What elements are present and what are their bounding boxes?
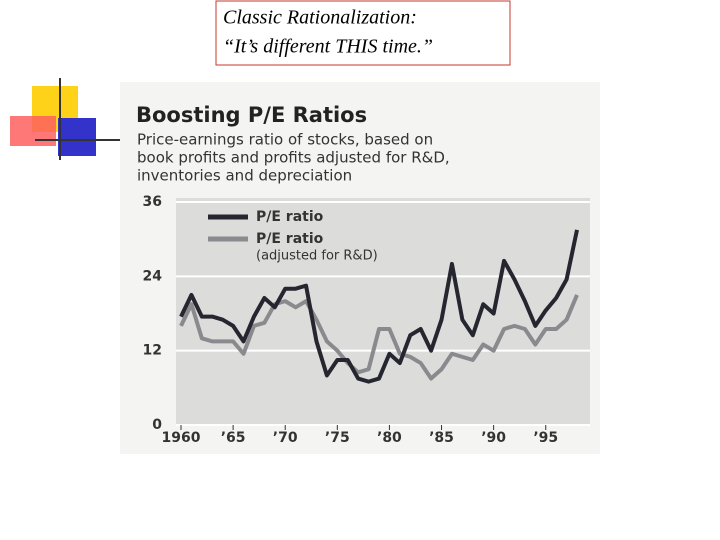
legend-note: (adjusted for R&D) xyxy=(256,249,378,264)
x-tick-label: ’70 xyxy=(273,430,298,446)
chart-subtitle: inventories and depreciation xyxy=(137,167,352,185)
decoration xyxy=(10,78,125,160)
x-tick-label: ’80 xyxy=(377,430,402,446)
slide-title-line: “It’s different THIS time.” xyxy=(223,36,433,58)
x-tick-label: ’95 xyxy=(533,430,558,446)
y-tick-label: 12 xyxy=(143,343,162,359)
title-box xyxy=(215,0,511,66)
series-line xyxy=(179,294,579,381)
x-tick-label: ’75 xyxy=(325,430,350,446)
x-tick-label: ’65 xyxy=(221,430,246,446)
y-tick-label: 24 xyxy=(143,268,163,284)
slide-title-line: Classic Rationalization: xyxy=(223,7,417,29)
series-line xyxy=(179,229,579,384)
chart-subtitle: Price-earnings ratio of stocks, based on xyxy=(137,131,433,149)
plot-background xyxy=(176,198,590,425)
x-tick-label: ’85 xyxy=(429,430,454,446)
x-tick-label: ’90 xyxy=(481,430,506,446)
legend-label: P/E ratio xyxy=(256,209,324,225)
y-tick-label: 36 xyxy=(143,194,162,210)
chart-title: Boosting P/E Ratios xyxy=(136,103,367,127)
chart-subtitle: book profits and profits adjusted for R&… xyxy=(137,149,450,167)
x-tick-label: 1960 xyxy=(162,430,201,446)
y-tick-label: 0 xyxy=(152,417,162,433)
legend-label: P/E ratio xyxy=(256,231,324,247)
